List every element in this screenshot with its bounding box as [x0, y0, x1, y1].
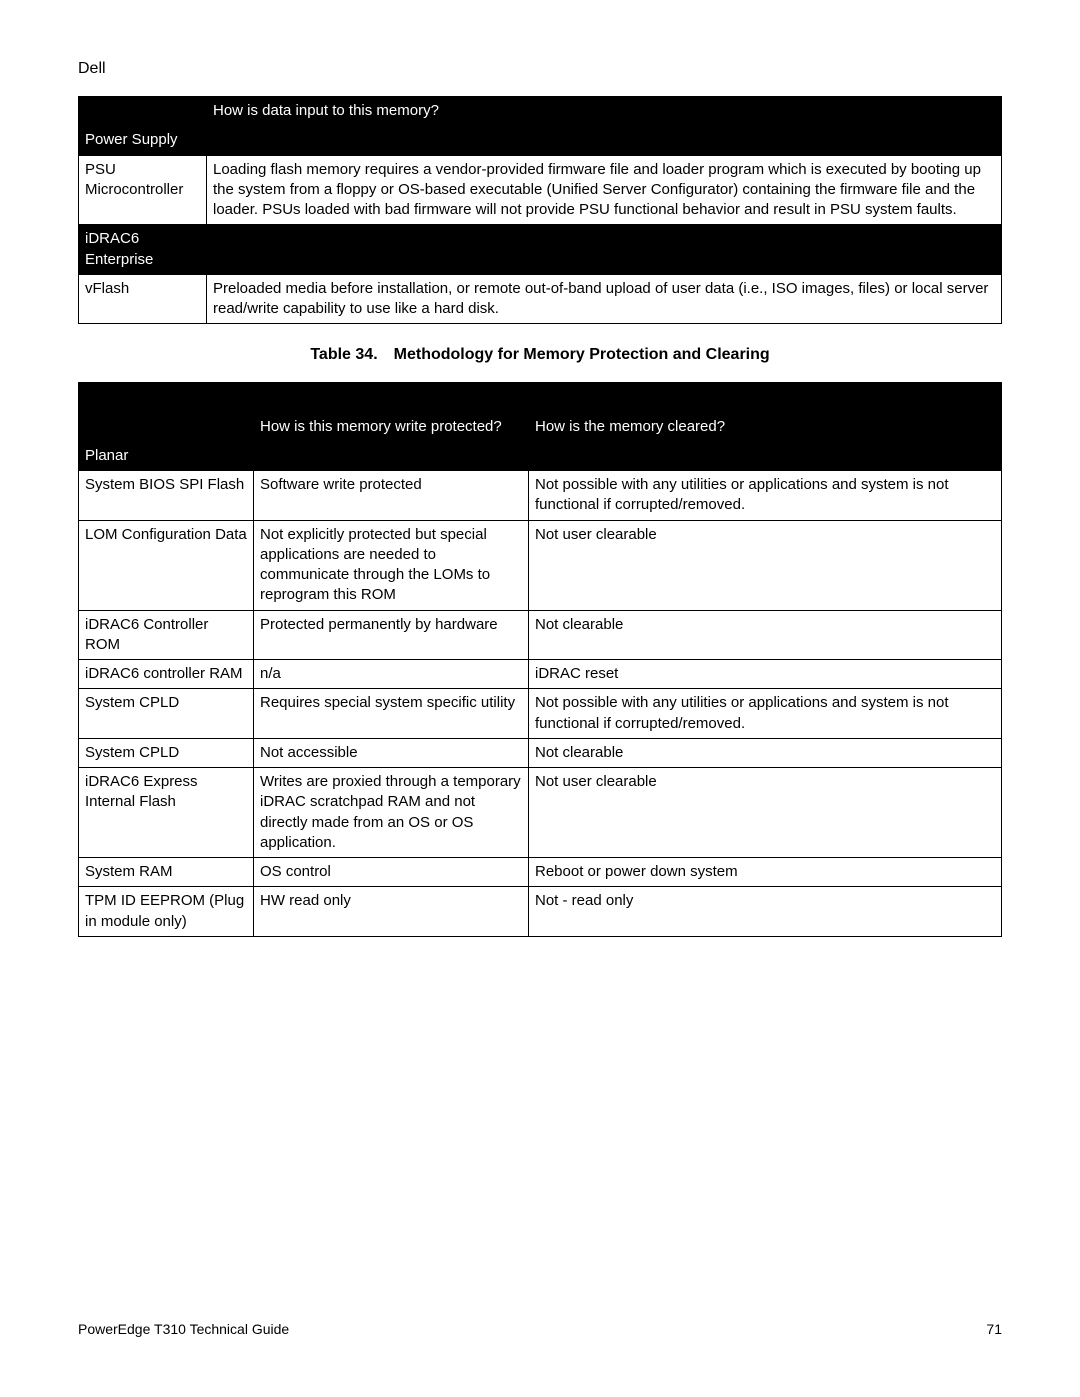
row-clearing: Reboot or power down system — [529, 858, 1002, 887]
row-label: Power Supply — [79, 126, 207, 155]
row-component: System CPLD — [79, 738, 254, 767]
table-row: System BIOS SPI FlashSoftware write prot… — [79, 471, 1002, 521]
table-data-input: How is data input to this memory? Power … — [78, 96, 1002, 324]
row-protection: Requires special system specific utility — [254, 689, 529, 739]
row-protection: Protected permanently by hardware — [254, 610, 529, 660]
table2-section-label: Planar — [79, 441, 254, 470]
row-component: System BIOS SPI Flash — [79, 471, 254, 521]
table2-spacer-row — [79, 383, 1002, 412]
table1-header-question: How is data input to this memory? — [207, 97, 1002, 126]
table-row: Power Supply — [79, 126, 1002, 155]
table2-header-blank — [79, 412, 254, 441]
row-component: LOM Configuration Data — [79, 520, 254, 610]
row-component: iDRAC6 Express Internal Flash — [79, 768, 254, 858]
row-component: System CPLD — [79, 689, 254, 739]
table-row: System CPLDRequires special system speci… — [79, 689, 1002, 739]
footer-page-number: 71 — [986, 1321, 1002, 1337]
row-clearing: Not - read only — [529, 887, 1002, 937]
row-clearing: Not possible with any utilities or appli… — [529, 471, 1002, 521]
table-row: PSU MicrocontrollerLoading flash memory … — [79, 155, 1002, 225]
row-clearing: Not user clearable — [529, 768, 1002, 858]
table-memory-protection: How is this memory write protected? How … — [78, 382, 1002, 937]
row-protection: OS control — [254, 858, 529, 887]
row-clearing: Not user clearable — [529, 520, 1002, 610]
row-protection: Software write protected — [254, 471, 529, 521]
table2-header-protected: How is this memory write protected? — [254, 412, 529, 441]
row-value: Preloaded media before installation, or … — [207, 274, 1002, 324]
row-protection: Not explicitly protected but special app… — [254, 520, 529, 610]
row-component: iDRAC6 Controller ROM — [79, 610, 254, 660]
row-clearing: iDRAC reset — [529, 660, 1002, 689]
footer-title: PowerEdge T310 Technical Guide — [78, 1321, 289, 1337]
row-label: PSU Microcontroller — [79, 155, 207, 225]
row-label: vFlash — [79, 274, 207, 324]
table-row: System RAMOS controlReboot or power down… — [79, 858, 1002, 887]
table2-section-row: Planar — [79, 441, 1002, 470]
row-protection: Not accessible — [254, 738, 529, 767]
table-row: TPM ID EEPROM (Plug in module only)HW re… — [79, 887, 1002, 937]
table-row: iDRAC6 Controller ROMProtected permanent… — [79, 610, 1002, 660]
table1-header-row: How is data input to this memory? — [79, 97, 1002, 126]
table-row: LOM Configuration DataNot explicitly pro… — [79, 520, 1002, 610]
row-value: Loading flash memory requires a vendor-p… — [207, 155, 1002, 225]
table1-header-blank — [79, 97, 207, 126]
row-clearing: Not clearable — [529, 610, 1002, 660]
row-component: System RAM — [79, 858, 254, 887]
row-component: iDRAC6 controller RAM — [79, 660, 254, 689]
row-clearing: Not possible with any utilities or appli… — [529, 689, 1002, 739]
row-protection: HW read only — [254, 887, 529, 937]
row-clearing: Not clearable — [529, 738, 1002, 767]
table-row: iDRAC6 Express Internal FlashWrites are … — [79, 768, 1002, 858]
table-row: iDRAC6 Enterprise — [79, 225, 1002, 275]
page-footer: PowerEdge T310 Technical Guide 71 — [78, 1321, 1002, 1337]
row-protection: n/a — [254, 660, 529, 689]
table-row: System CPLDNot accessibleNot clearable — [79, 738, 1002, 767]
table-caption: Table 34. Methodology for Memory Protect… — [78, 346, 1002, 364]
row-protection: Writes are proxied through a temporary i… — [254, 768, 529, 858]
table2-header-row: How is this memory write protected? How … — [79, 412, 1002, 441]
table2-header-cleared: How is the memory cleared? — [529, 412, 1002, 441]
table-row: iDRAC6 controller RAMn/aiDRAC reset — [79, 660, 1002, 689]
table-row: vFlashPreloaded media before installatio… — [79, 274, 1002, 324]
row-component: TPM ID EEPROM (Plug in module only) — [79, 887, 254, 937]
page: Dell How is data input to this memory? P… — [0, 0, 1080, 1397]
row-label: iDRAC6 Enterprise — [79, 225, 207, 275]
row-value — [207, 126, 1002, 155]
row-value — [207, 225, 1002, 275]
brand-label: Dell — [78, 60, 1002, 78]
